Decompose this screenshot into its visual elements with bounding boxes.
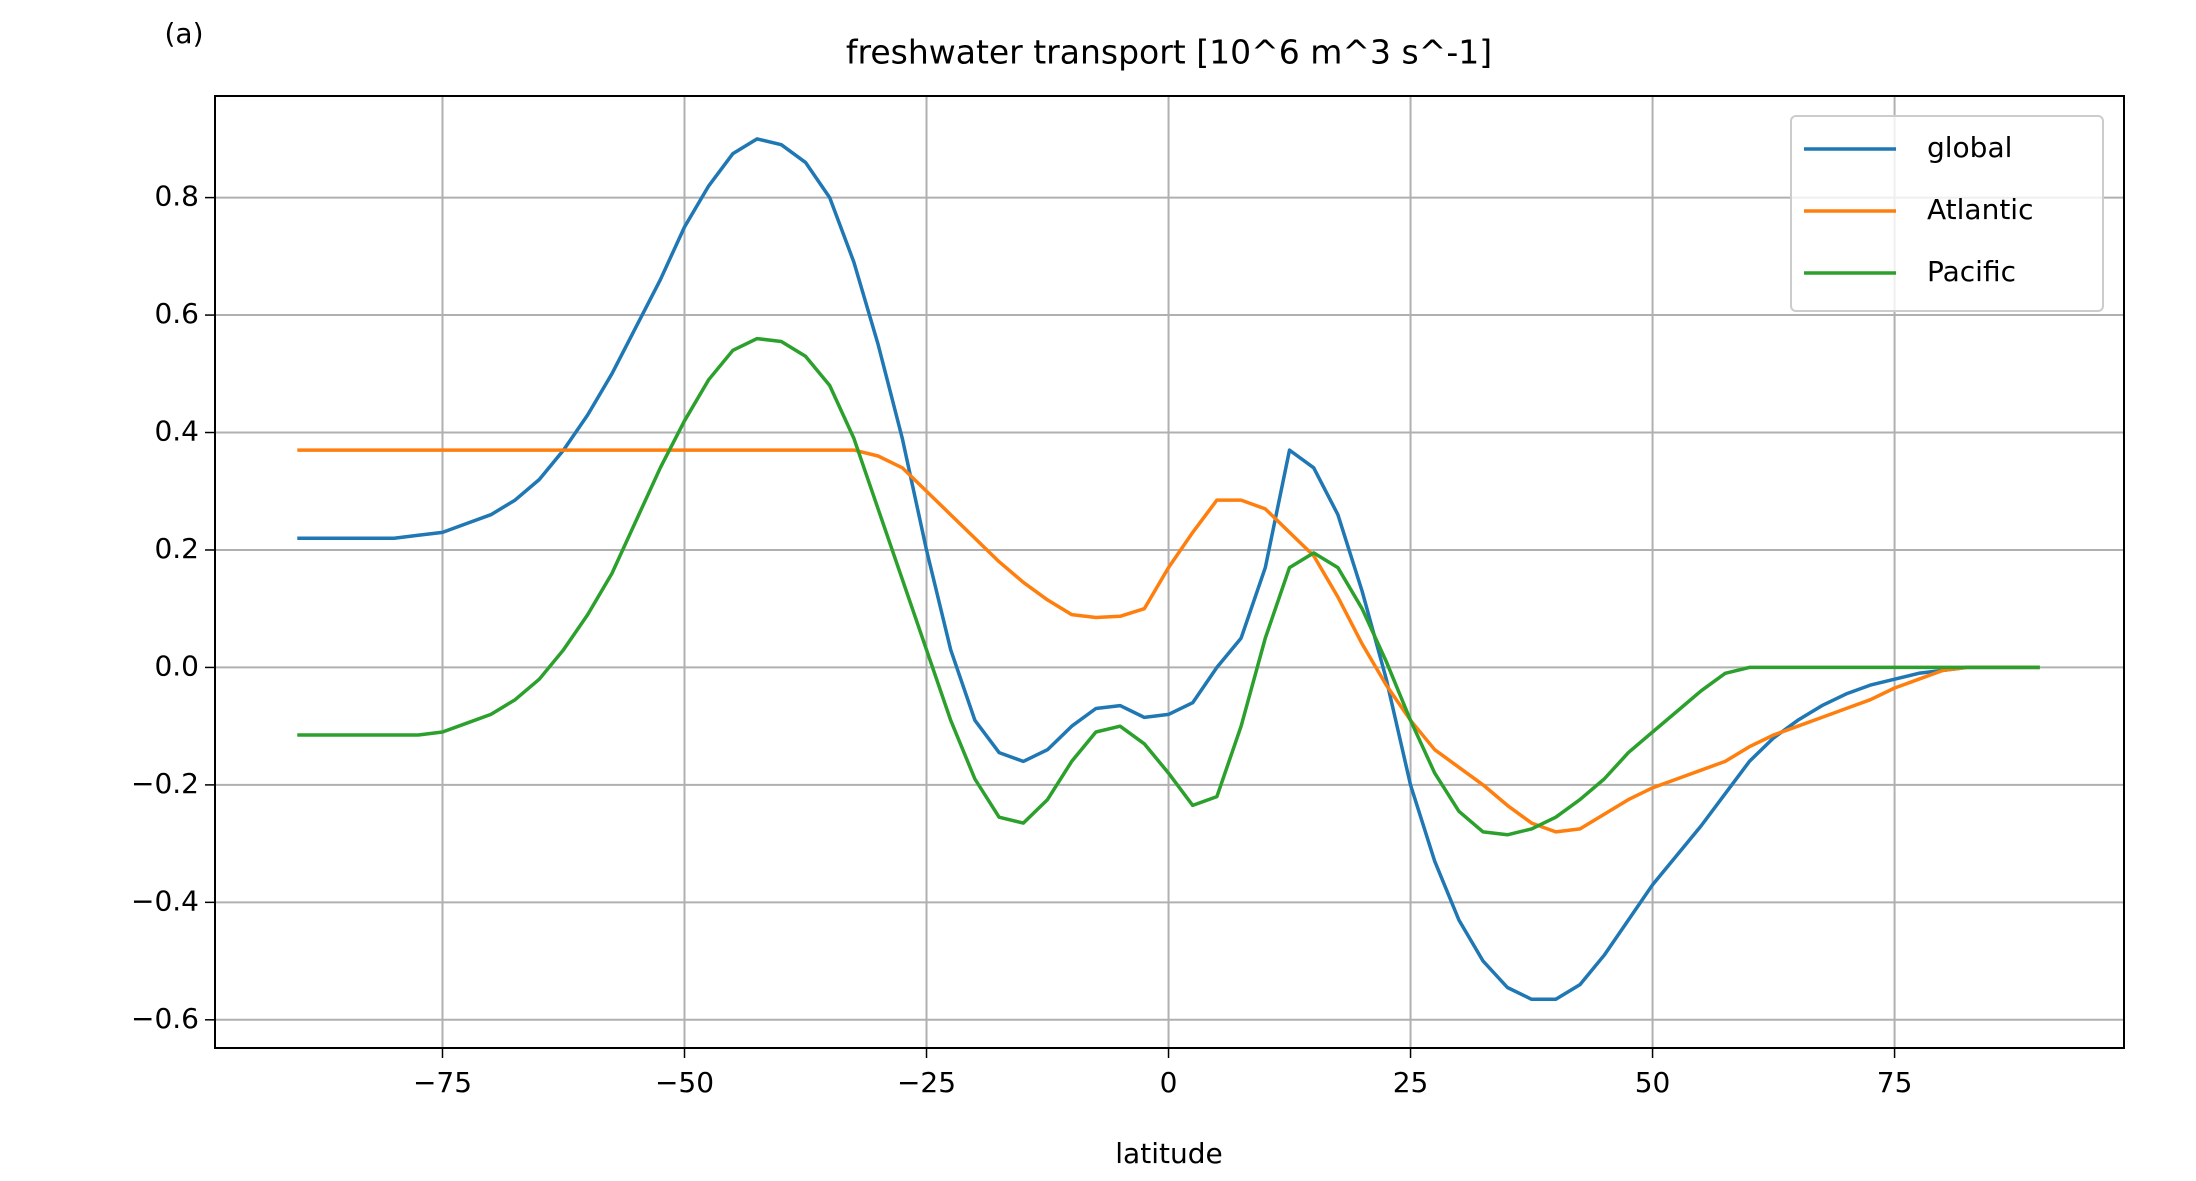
x-axis-label: latitude xyxy=(1115,1137,1222,1170)
chart-title: freshwater transport [10^6 m^3 s^-1] xyxy=(846,33,1492,72)
x-tick-label: −50 xyxy=(655,1066,714,1099)
series-line xyxy=(297,448,2040,834)
x-tick-label: −75 xyxy=(413,1066,472,1099)
y-tick-label: −0.6 xyxy=(131,1002,199,1035)
x-tick-label: 0 xyxy=(1160,1066,1178,1099)
plot-frame xyxy=(214,95,2125,1049)
y-tick-label: 0.8 xyxy=(154,180,199,213)
y-tick-label: −0.2 xyxy=(131,767,199,800)
panel-label: (a) xyxy=(164,17,203,50)
legend-label: Pacific xyxy=(1927,255,2016,288)
y-tick-label: 0.4 xyxy=(154,415,199,448)
x-tick-label: 50 xyxy=(1635,1066,1671,1099)
legend-box xyxy=(1790,115,2104,312)
y-tick-label: 0.2 xyxy=(154,532,199,565)
y-tick-label: −0.4 xyxy=(131,884,199,917)
x-tick-label: 75 xyxy=(1877,1066,1913,1099)
legend-label: global xyxy=(1927,131,2012,164)
series-line xyxy=(297,137,2040,1002)
x-tick-label: 25 xyxy=(1393,1066,1429,1099)
y-tick-label: 0.6 xyxy=(154,297,199,330)
y-tick-label: 0.0 xyxy=(154,649,199,682)
legend-label: Atlantic xyxy=(1927,193,2033,226)
x-tick-label: −25 xyxy=(897,1066,956,1099)
series-line xyxy=(297,336,2040,837)
